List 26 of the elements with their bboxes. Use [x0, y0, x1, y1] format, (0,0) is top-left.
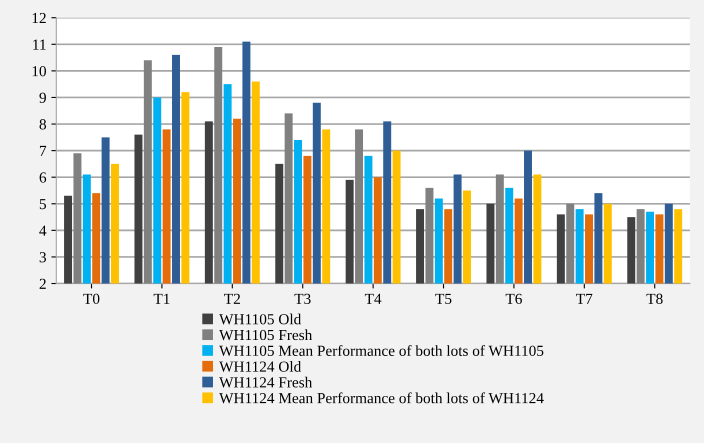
- x-tick-label: T4: [364, 294, 382, 304]
- legend-label: WH1124 Old: [219, 360, 302, 372]
- y-tick-label: 7: [40, 146, 46, 156]
- y-tick-label: 3: [40, 252, 46, 262]
- y-tick-label: 8: [40, 119, 46, 130]
- x-tick-label: T3: [294, 294, 311, 304]
- y-tick-label: 6: [40, 172, 46, 183]
- y-tick-label: 4: [39, 226, 46, 236]
- x-tick-label: T5: [435, 294, 452, 304]
- legend-label: WH1124 Fresh: [219, 376, 312, 388]
- legend-label: WH1105 Mean Performance of both lots of WH1105: [219, 345, 544, 356]
- x-tick-label: T8: [646, 294, 663, 304]
- legend-label: WH1105 Fresh: [219, 329, 312, 340]
- x-tick-label: T6: [506, 294, 522, 304]
- y-tick-label: 11: [33, 40, 46, 50]
- x-tick-label: T0: [83, 294, 100, 304]
- y-tick-label: 5: [40, 199, 46, 210]
- x-tick-label: T2: [224, 294, 240, 304]
- x-tick-label: T1: [154, 294, 170, 304]
- legend-label: WH1105 Old: [219, 314, 302, 324]
- y-tick-label: 2: [40, 278, 46, 289]
- x-tick-label: T7: [576, 294, 592, 304]
- legend-label: WH1124 Mean Performance of both lots of WH1124: [219, 392, 544, 404]
- y-tick-label: 12: [32, 12, 46, 24]
- y-tick-label: 10: [32, 66, 46, 76]
- y-tick-label: 9: [39, 92, 46, 103]
